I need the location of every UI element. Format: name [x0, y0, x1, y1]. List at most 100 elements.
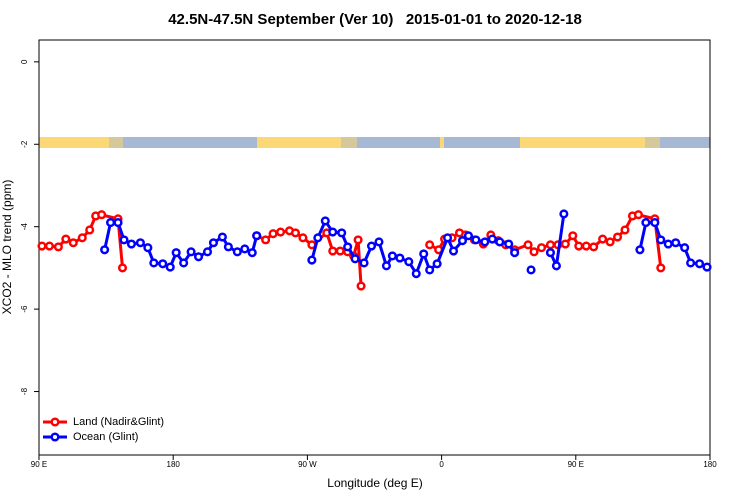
data-point [240, 244, 250, 254]
x-tick-label: 180 [167, 460, 181, 469]
data-point [695, 259, 705, 269]
y-tick-label: -8 [20, 387, 29, 395]
data-point [404, 257, 414, 267]
data-point [589, 242, 599, 252]
data-point [387, 251, 397, 261]
data-point [395, 253, 405, 263]
data-point [53, 242, 63, 252]
data-point [143, 243, 153, 253]
data-point [61, 234, 71, 244]
data-point [620, 225, 630, 235]
data-point [463, 231, 473, 241]
data-point [605, 237, 615, 247]
data-point [85, 225, 95, 235]
data-point [545, 240, 556, 250]
data-point [495, 237, 505, 247]
data-point [551, 261, 561, 271]
data-point [581, 241, 591, 251]
data-point [106, 218, 116, 228]
data-point [374, 237, 384, 247]
data-point [671, 238, 681, 248]
data-point [598, 234, 608, 244]
data-point [165, 262, 175, 272]
data-point [179, 258, 189, 268]
data-point [356, 281, 366, 291]
data-point [411, 269, 421, 279]
series-line [310, 217, 516, 278]
data-point [97, 210, 107, 220]
data-point [350, 254, 360, 264]
data-point [635, 245, 645, 255]
y-tick-label: -4 [20, 223, 29, 231]
data-point [37, 241, 47, 251]
data-point [186, 247, 196, 257]
data-point [307, 255, 317, 265]
data-point [313, 233, 323, 243]
data-point [702, 262, 712, 272]
data-point [480, 237, 490, 247]
data-point [261, 235, 271, 245]
chart-title: 42.5N-47.5N September (Ver 10) 2015-01-0… [168, 11, 582, 28]
data-point [232, 247, 242, 257]
data-point [650, 218, 660, 228]
data-point [337, 228, 347, 238]
data-point [559, 209, 569, 219]
data-point [568, 231, 578, 241]
data-point [574, 241, 584, 251]
data-point [526, 265, 536, 275]
data-point [419, 249, 429, 259]
data-point [471, 235, 481, 245]
data-point [523, 240, 533, 250]
data-point [686, 258, 696, 268]
data-point [536, 243, 547, 253]
y-tick-label: -2 [20, 140, 29, 148]
y-axis-label: XCO2 - MLO trend (ppm) [0, 180, 14, 315]
data-point [223, 242, 233, 252]
data-point [353, 235, 363, 245]
data-point [448, 246, 459, 256]
data-point [247, 248, 257, 258]
data-point [77, 233, 87, 243]
data-point [381, 261, 391, 271]
data-point [268, 229, 278, 239]
data-point [613, 232, 623, 242]
data-point [425, 240, 435, 250]
data-point [366, 241, 377, 251]
data-point [208, 238, 219, 248]
data-point [117, 263, 128, 273]
data-point [276, 227, 286, 237]
data-point [545, 248, 556, 258]
data-point [217, 232, 227, 242]
x-tick-label: 90 E [31, 460, 47, 469]
legend-label: Land (Nadir&Glint) [73, 416, 164, 428]
data-point [680, 243, 690, 253]
data-point [504, 239, 514, 249]
data-point [290, 228, 301, 238]
data-point [560, 239, 570, 249]
data-point [510, 248, 520, 258]
data-point [343, 242, 353, 252]
land-mask-strip [39, 137, 710, 148]
data-point [328, 246, 338, 256]
data-point [432, 259, 442, 269]
data-point [158, 259, 168, 269]
x-axis-label: Longitude (deg E) [327, 476, 422, 490]
data-point [656, 235, 666, 245]
data-point [487, 234, 497, 244]
data-point [126, 239, 136, 249]
x-tick-label: 90 W [298, 460, 317, 469]
data-point [663, 239, 673, 249]
legend-marker [50, 417, 60, 427]
data-point [44, 241, 54, 251]
data-point [113, 218, 123, 228]
data-point [252, 231, 262, 241]
data-point [171, 248, 181, 258]
data-point [135, 238, 145, 248]
x-tick-label: 90 E [568, 460, 584, 469]
data-point [149, 258, 159, 268]
data-point [529, 247, 539, 257]
data-point [443, 233, 453, 243]
data-point [335, 246, 345, 256]
x-tick-label: 0 [439, 460, 444, 469]
